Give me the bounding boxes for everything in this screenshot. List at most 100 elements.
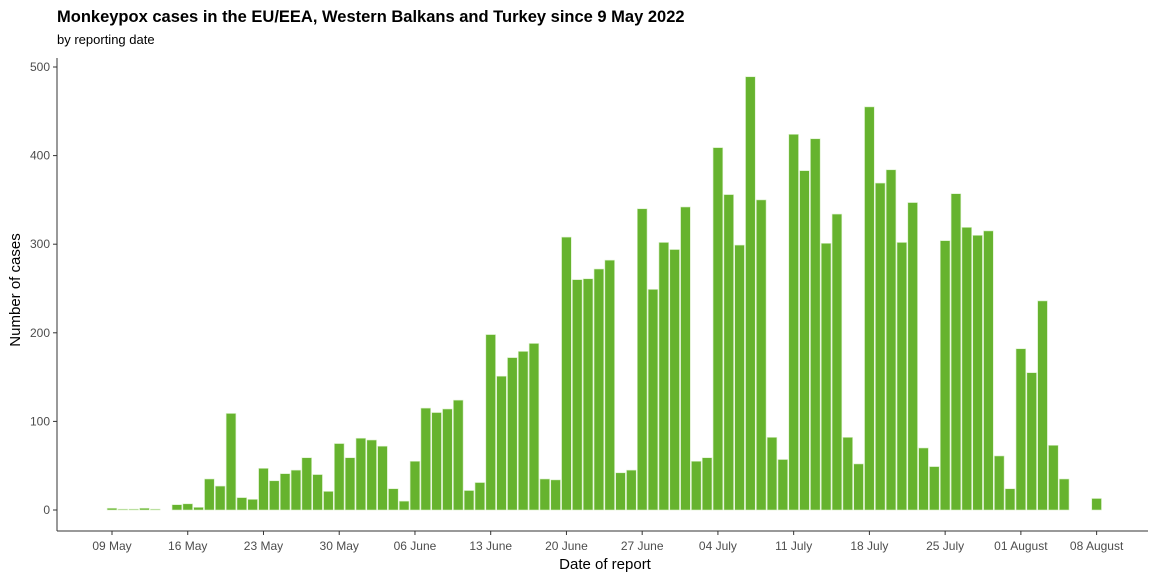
x-tick-label: 25 July (926, 539, 964, 553)
bar-2022-06-04 (388, 488, 399, 511)
bar-2022-06-30 (669, 249, 680, 511)
bar-2022-05-19 (215, 485, 226, 511)
bar-2022-07-05 (723, 194, 734, 511)
x-tick-label: 30 May (320, 539, 359, 553)
bar-2022-07-08 (756, 199, 767, 511)
bar-2022-07-23 (918, 447, 929, 511)
bar-2022-05-18 (204, 478, 215, 511)
bar-2022-06-23 (593, 268, 605, 511)
x-tick-label: 18 July (850, 539, 888, 553)
bar-2022-06-27 (637, 208, 648, 511)
bar-2022-05-27 (301, 457, 312, 511)
bar-2022-08-08 (1091, 498, 1102, 511)
bar-2022-05-15 (171, 504, 183, 511)
bar-2022-07-15 (831, 213, 843, 511)
bar-2022-06-26 (626, 469, 637, 511)
bar-2022-08-01 (1015, 348, 1027, 511)
bar-2022-07-03 (701, 457, 713, 511)
bar-2022-07-27 (961, 227, 972, 511)
bar-2022-07-30 (994, 455, 1005, 511)
bar-2022-05-17 (193, 507, 204, 511)
y-tick-label: 200 (30, 326, 50, 340)
bar-2022-06-22 (582, 278, 594, 511)
bar-2022-07-24 (929, 466, 940, 511)
x-axis-ticks: 09 May 16 May 23 May 30 May 06 June 13 June 20… (92, 531, 1124, 553)
x-axis-label: Date of report (559, 556, 652, 573)
bar-2022-06-11 (463, 490, 475, 511)
bar-2022-05-12 (139, 507, 150, 511)
y-tick-label: 100 (30, 414, 50, 428)
bar-2022-07-18 (864, 106, 875, 511)
y-axis-ticks: 0 100 200 300 400 500 (30, 60, 57, 517)
bar-2022-05-16 (182, 503, 193, 511)
bar-2022-08-03 (1037, 300, 1048, 511)
bar-2022-06-18 (539, 478, 550, 511)
x-tick-label: 23 May (244, 539, 283, 553)
bar-2022-06-10 (453, 399, 464, 511)
bar-2022-06-09 (442, 408, 453, 511)
bar-2022-08-05 (1058, 478, 1070, 511)
bar-2022-08-02 (1026, 372, 1037, 511)
x-tick-label: 13 June (469, 539, 512, 553)
bar-2022-05-29 (323, 491, 334, 511)
x-tick-label: 20 June (545, 539, 588, 553)
bar-2022-07-04 (712, 147, 724, 511)
y-tick-label: 0 (43, 503, 50, 517)
bar-2022-05-22 (247, 499, 258, 511)
bar-2022-05-20 (225, 413, 237, 511)
bar-2022-06-02 (366, 439, 377, 511)
bar-2022-06-05 (398, 500, 410, 511)
y-tick-label: 300 (30, 237, 50, 251)
bar-2022-06-06 (409, 460, 421, 511)
bar-2022-05-21 (236, 497, 248, 511)
bar-2022-06-08 (431, 412, 442, 511)
bar-2022-06-07 (420, 407, 431, 511)
bar-2022-07-09 (766, 437, 778, 511)
y-axis-label: Number of cases (7, 233, 24, 346)
chart-subtitle: by reporting date (57, 32, 155, 47)
bar-2022-05-26 (290, 469, 302, 511)
bar-2022-06-13 (485, 334, 496, 511)
x-tick-label: 27 June (621, 539, 664, 553)
bar-2022-07-20 (885, 169, 897, 511)
x-tick-label: 04 July (699, 539, 737, 553)
bar-2022-07-13 (810, 138, 821, 511)
bar-2022-07-16 (842, 437, 853, 511)
bar-2022-07-11 (788, 134, 799, 511)
x-tick-label: 09 May (92, 539, 131, 553)
bars (106, 76, 1102, 511)
bar-2022-07-26 (950, 193, 962, 511)
y-tick-label: 400 (30, 149, 50, 163)
bar-2022-07-25 (939, 240, 951, 511)
y-tick-label: 500 (30, 60, 50, 74)
x-tick-label: 06 June (394, 539, 437, 553)
bar-2022-07-07 (745, 76, 756, 511)
x-tick-label: 08 August (1070, 539, 1124, 553)
x-tick-label: 01 August (994, 539, 1048, 553)
bar-2022-07-06 (734, 244, 745, 511)
bar-2022-06-16 (517, 351, 529, 511)
bar-2022-07-29 (983, 230, 994, 511)
bar-2022-06-01 (355, 437, 367, 511)
bar-2022-05-09 (106, 507, 118, 511)
bar-2022-07-17 (853, 463, 864, 511)
bar-2022-05-28 (312, 474, 323, 511)
chart-title: Monkeypox cases in the EU/EEA, Western B… (57, 8, 685, 26)
bar-2022-07-02 (691, 460, 702, 511)
bar-2022-05-24 (269, 480, 280, 511)
bar-2022-07-31 (1004, 488, 1016, 511)
bar-2022-07-19 (875, 182, 886, 511)
bar-2022-05-11 (128, 508, 139, 511)
bar-2022-05-25 (279, 473, 291, 511)
bar-2022-08-04 (1048, 445, 1059, 511)
bar-2022-06-24 (604, 259, 615, 511)
bar-2022-05-31 (344, 457, 356, 511)
bar-2022-06-15 (507, 357, 518, 511)
bar-2022-06-12 (474, 482, 486, 511)
bar-2022-07-28 (972, 235, 983, 511)
bar-2022-05-23 (258, 468, 269, 511)
bar-2022-06-20 (561, 236, 572, 511)
bar-2022-07-14 (820, 243, 832, 511)
bar-2022-06-25 (615, 472, 626, 511)
